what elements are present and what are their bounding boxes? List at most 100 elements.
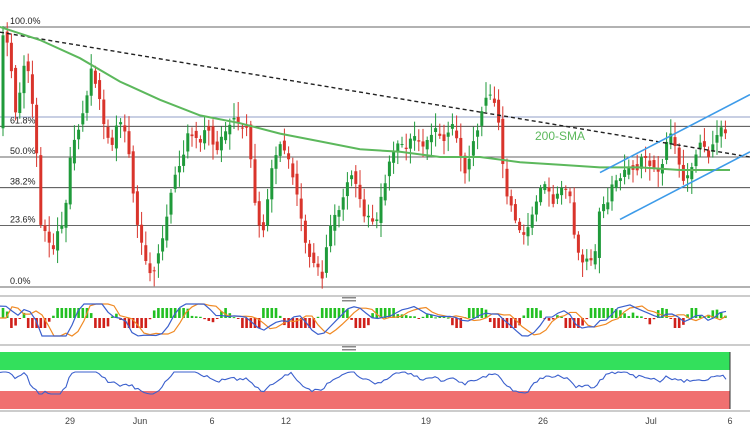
channel-upper-line (599, 93, 750, 174)
rsi-panel (0, 352, 731, 409)
candle-up (169, 192, 173, 215)
macd-hist-negative (106, 318, 110, 327)
candle-up (602, 204, 606, 212)
macd-hist-negative (308, 318, 311, 328)
macd-hist-negative (299, 318, 303, 328)
macd-hist-positive (686, 314, 689, 318)
candle-down (215, 141, 219, 151)
candle-up (392, 151, 396, 163)
macd-hist-positive (530, 308, 534, 318)
candle-up (711, 144, 715, 152)
macd-hist-positive (68, 308, 72, 318)
fib-label: 38.2% (10, 177, 36, 187)
candle-down (295, 173, 299, 195)
candle-down (9, 42, 13, 72)
macd-hist-positive (375, 308, 379, 318)
candle-down (707, 150, 711, 158)
candle-down (644, 156, 648, 158)
macd-hist-negative (509, 318, 513, 328)
candle-up (345, 182, 349, 197)
macd-hist-positive (598, 308, 601, 318)
macd-hist-positive (320, 308, 324, 318)
macd-hist-negative (207, 318, 211, 321)
candle-up (266, 199, 270, 226)
candle-up (379, 196, 383, 223)
macd-hist-negative (102, 318, 106, 328)
candle-up (270, 168, 274, 200)
macd-hist-negative (43, 318, 47, 328)
macd-hist-negative (249, 318, 253, 328)
panel-grip (342, 349, 356, 351)
candle-down (723, 129, 727, 134)
macd-hist-positive (161, 308, 164, 318)
candle-down (43, 225, 47, 232)
candle-up (72, 139, 76, 164)
macd-hist-positive (614, 309, 618, 318)
macd-hist-negative (312, 318, 316, 328)
candle-up (560, 187, 564, 196)
candle-down (547, 187, 551, 192)
candle-down (131, 151, 135, 194)
macd-hist-positive (22, 312, 26, 318)
candle-up (177, 166, 181, 173)
macd-hist-negative (354, 318, 358, 328)
candle-up (81, 113, 85, 125)
candle-down (354, 171, 358, 184)
macd-hist-negative (295, 318, 299, 328)
candle-down (459, 137, 463, 156)
candle-down (303, 220, 307, 243)
macd-hist-negative (140, 318, 143, 328)
macd-hist-positive (199, 316, 202, 318)
macd-hist-negative (564, 318, 568, 328)
candle-up (186, 133, 190, 152)
macd-hist-negative (585, 318, 589, 320)
candle-down (417, 140, 421, 142)
macd-hist-positive (396, 314, 400, 318)
macd-hist-positive (593, 308, 597, 318)
macd-hist-positive (698, 315, 702, 318)
candle-down (14, 67, 18, 113)
macd-hist-positive (371, 313, 374, 318)
macd-hist-negative (131, 318, 135, 328)
macd-hist-positive (60, 308, 64, 318)
macd-line (0, 303, 727, 337)
macd-hist-positive (73, 308, 76, 318)
macd-hist-negative (455, 318, 458, 328)
macd-hist-negative (148, 318, 152, 320)
candle-up (669, 133, 673, 145)
candle-up (686, 175, 690, 179)
candle-down (35, 104, 39, 154)
macd-hist-positive (81, 308, 85, 318)
candle-down (93, 70, 97, 84)
macd-hist-positive (115, 313, 118, 318)
candle-up (383, 183, 387, 201)
candle-down (198, 138, 202, 143)
candle-down (26, 61, 30, 72)
macd-hist-negative (287, 318, 290, 328)
macd-hist-positive (589, 308, 593, 318)
candle-up (539, 187, 543, 203)
x-tick-label: 12 (281, 416, 291, 426)
macd-hist-positive (329, 308, 332, 318)
candle-up (627, 166, 631, 175)
candle-up (434, 128, 438, 133)
candle-up (77, 129, 81, 140)
candle-down (581, 254, 585, 263)
candle-up (173, 174, 177, 189)
candle-down (371, 218, 375, 222)
candle-down (551, 194, 555, 204)
macd-hist-positive (711, 310, 715, 318)
candle-down (51, 245, 55, 250)
candle-up (329, 225, 333, 247)
candle-down (127, 131, 131, 155)
rsi-overbought-zone (0, 352, 730, 370)
macd-hist-positive (446, 317, 450, 319)
candle-down (102, 99, 106, 125)
macd-hist-positive (404, 315, 408, 318)
candle-down (455, 130, 459, 139)
candle-up (488, 94, 492, 96)
sma-200-line (0, 26, 730, 171)
candle-down (518, 221, 522, 231)
fib-label: 23.6% (10, 215, 36, 225)
macd-hist-positive (661, 308, 664, 318)
